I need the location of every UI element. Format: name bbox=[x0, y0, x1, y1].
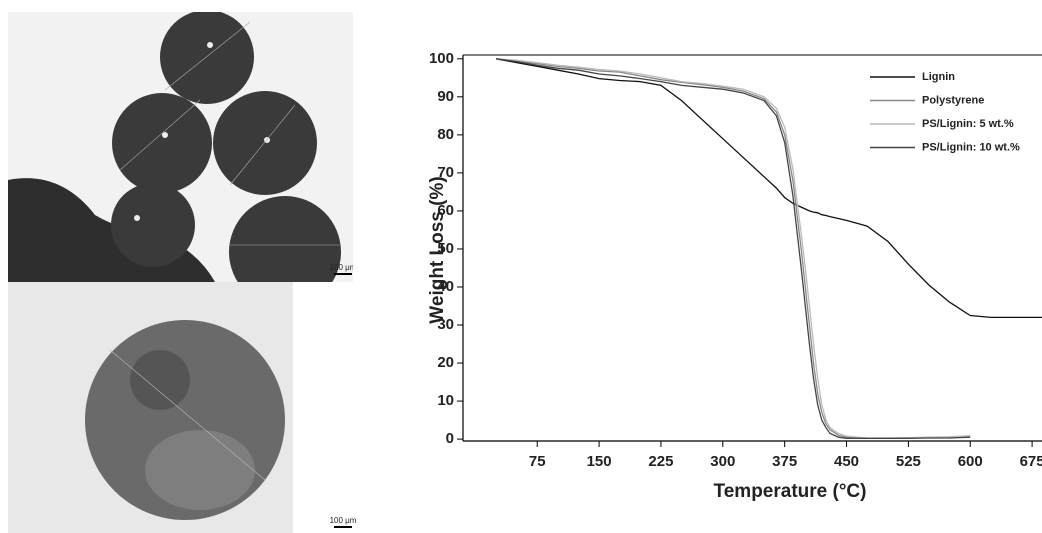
micrograph-bottom bbox=[8, 282, 293, 533]
y-tick-label: 0 bbox=[446, 430, 454, 447]
legend-label: PS/Lignin: 10 wt.% bbox=[922, 141, 1020, 153]
x-tick-label: 150 bbox=[587, 453, 612, 470]
micrograph-top: 100 μm bbox=[8, 12, 357, 282]
y-tick-label: 20 bbox=[437, 354, 454, 371]
y-tick-label: 50 bbox=[437, 240, 454, 257]
scale-bar-label: 100 μm bbox=[330, 516, 357, 525]
x-tick-label: 225 bbox=[648, 453, 673, 470]
x-tick-label: 450 bbox=[834, 453, 859, 470]
y-tick-label: 70 bbox=[437, 164, 454, 181]
y-tick-label: 30 bbox=[437, 316, 454, 333]
x-tick-label: 300 bbox=[710, 453, 735, 470]
y-tick-label: 60 bbox=[437, 202, 454, 219]
legend-label: PS/Lignin: 5 wt.% bbox=[922, 118, 1014, 130]
y-tick-label: 40 bbox=[437, 278, 454, 295]
series-line bbox=[495, 58, 971, 439]
scale-bar-label: 100 μm bbox=[330, 263, 357, 272]
x-tick-label: 600 bbox=[958, 453, 983, 470]
x-axis-title: Temperature (°C) bbox=[714, 481, 867, 502]
x-tick-label: 75 bbox=[529, 453, 546, 470]
y-tick-label: 10 bbox=[437, 392, 454, 409]
x-tick-label: 375 bbox=[772, 453, 797, 470]
y-axis-title: Weight Loss (%) bbox=[427, 176, 448, 323]
x-tick-label: 675 bbox=[1020, 453, 1042, 470]
series-line bbox=[495, 58, 971, 439]
series-line bbox=[495, 58, 1042, 319]
series-line bbox=[495, 58, 971, 439]
y-tick-label: 90 bbox=[437, 88, 454, 105]
x-tick-label: 525 bbox=[896, 453, 921, 470]
legend-label: Polystyrene bbox=[922, 94, 984, 106]
y-tick-label: 100 bbox=[429, 50, 454, 67]
legend-label: Lignin bbox=[922, 71, 955, 83]
y-tick-label: 80 bbox=[437, 126, 454, 143]
